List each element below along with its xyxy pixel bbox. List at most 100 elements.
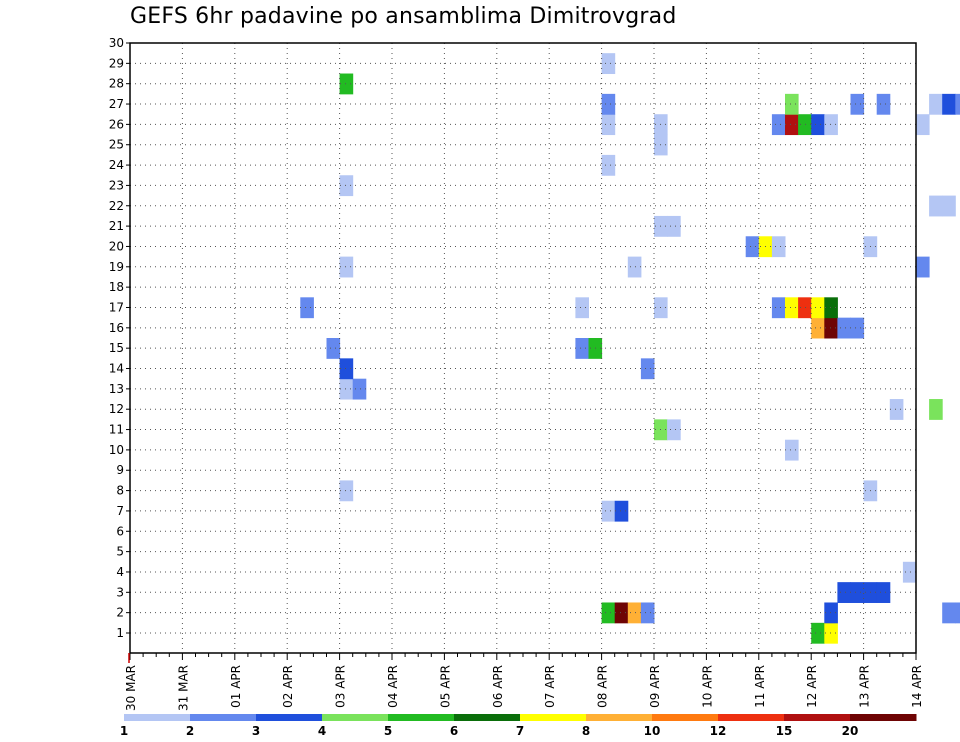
x-tick-label: 02 APR	[281, 665, 295, 708]
heat-cell	[942, 93, 956, 115]
x-tick-label: 04 APR	[386, 665, 400, 708]
y-tick-label: 22	[109, 199, 124, 213]
heat-cell	[339, 73, 354, 95]
legend-swatch	[322, 714, 389, 721]
y-tick-label: 20	[109, 239, 124, 253]
y-tick-label: 19	[109, 260, 124, 274]
heat-cell	[601, 53, 616, 75]
legend-swatch	[454, 714, 521, 721]
legend-swatch	[256, 714, 323, 721]
heat-cell	[942, 195, 956, 217]
heat-cell	[601, 154, 616, 176]
y-tick-label: 5	[116, 545, 124, 559]
y-tick-label: 24	[109, 158, 124, 172]
heat-cell	[837, 317, 851, 339]
legend-swatch	[586, 714, 653, 721]
legend-swatch	[190, 714, 257, 721]
y-tick-label: 13	[109, 382, 124, 396]
x-tick-label: 06 APR	[491, 665, 505, 708]
grid-layer	[130, 42, 916, 653]
heat-cell	[667, 419, 681, 441]
heat-cell	[339, 378, 354, 400]
y-tick-label: 16	[109, 321, 124, 335]
legend-label: 3	[252, 724, 260, 738]
legend-swatch	[124, 714, 191, 721]
heat-cell	[916, 256, 930, 278]
y-tick-label: 3	[116, 585, 124, 599]
x-tick-label: 08 APR	[596, 665, 610, 708]
legend-swatch	[850, 714, 917, 721]
y-tick-label: 18	[109, 280, 124, 294]
heat-cell	[785, 439, 799, 461]
x-tick-label: 05 APR	[438, 665, 452, 708]
heat-cell	[824, 297, 838, 319]
legend-label: 5	[384, 724, 392, 738]
heat-cell	[601, 93, 616, 115]
heat-cell	[575, 297, 589, 319]
heat-cell	[824, 622, 838, 644]
heat-cell	[824, 114, 838, 136]
x-tick-label: 11 APR	[753, 665, 767, 708]
y-tick-label: 2	[116, 606, 124, 620]
y-tick-label: 4	[116, 565, 124, 579]
heat-cell	[300, 297, 314, 319]
heat-cell	[876, 582, 891, 603]
heat-cell	[771, 114, 786, 136]
heat-cell	[667, 215, 681, 237]
heat-cell	[601, 500, 616, 522]
x-axis: 30 MAR 31 MAR 01 APR 02 APR 03 APR 04 APR 05 A…	[124, 653, 924, 711]
legend-label: 8	[582, 724, 590, 738]
heat-cell	[785, 114, 799, 136]
heat-cell	[640, 602, 655, 624]
legend-label: 6	[450, 724, 458, 738]
y-axis: 1234567891011121314151617181920212223242…	[109, 36, 130, 640]
heat-cell	[850, 317, 865, 339]
y-tick-label: 7	[116, 504, 124, 518]
heat-cell	[785, 297, 799, 319]
heat-cell	[575, 338, 589, 359]
x-tick-label: 07 APR	[543, 665, 557, 708]
legend-swatch	[520, 714, 587, 721]
heat-cell	[811, 622, 825, 644]
y-tick-label: 29	[109, 56, 124, 70]
heat-cell	[824, 317, 838, 339]
heat-cell	[640, 358, 655, 380]
heat-cell	[850, 93, 865, 115]
legend-swatch	[388, 714, 455, 721]
heat-cell	[798, 114, 812, 136]
heat-cell	[627, 602, 642, 624]
heat-cell	[811, 297, 825, 319]
heat-cell	[929, 195, 943, 217]
heat-cell	[614, 500, 629, 522]
y-tick-label: 15	[109, 341, 124, 355]
y-tick-label: 1	[116, 626, 124, 640]
y-tick-label: 27	[109, 97, 124, 111]
heat-cell	[850, 582, 865, 603]
legend-swatch	[652, 714, 719, 721]
y-tick-label: 14	[109, 362, 124, 376]
color-legend: 1 2 3 4 5 6 7 8 10 12 15 20	[120, 714, 917, 738]
x-tick-label: 30 MAR	[124, 665, 138, 711]
y-tick-label: 6	[116, 524, 124, 538]
y-tick-label: 10	[109, 443, 124, 457]
legend-label: 20	[842, 724, 859, 738]
heat-cell	[942, 602, 956, 624]
y-tick-label: 28	[109, 77, 124, 91]
heat-cell	[876, 93, 891, 115]
legend-label: 7	[516, 724, 524, 738]
heat-cell	[811, 317, 825, 339]
x-tick-label: 12 APR	[805, 665, 819, 708]
x-tick-label: 01 APR	[229, 665, 243, 708]
legend-swatch	[784, 714, 851, 721]
x-tick-label: 14 APR	[910, 665, 924, 708]
x-tick-label: 03 APR	[334, 665, 348, 708]
heat-cell	[824, 602, 838, 624]
heat-cell	[771, 297, 786, 319]
heat-cell	[339, 358, 354, 380]
y-tick-label: 9	[116, 463, 124, 477]
heat-cell	[837, 582, 851, 603]
heat-cell	[929, 93, 943, 115]
legend-label: 10	[644, 724, 661, 738]
heat-cell	[929, 399, 943, 420]
heat-cell	[785, 93, 799, 115]
